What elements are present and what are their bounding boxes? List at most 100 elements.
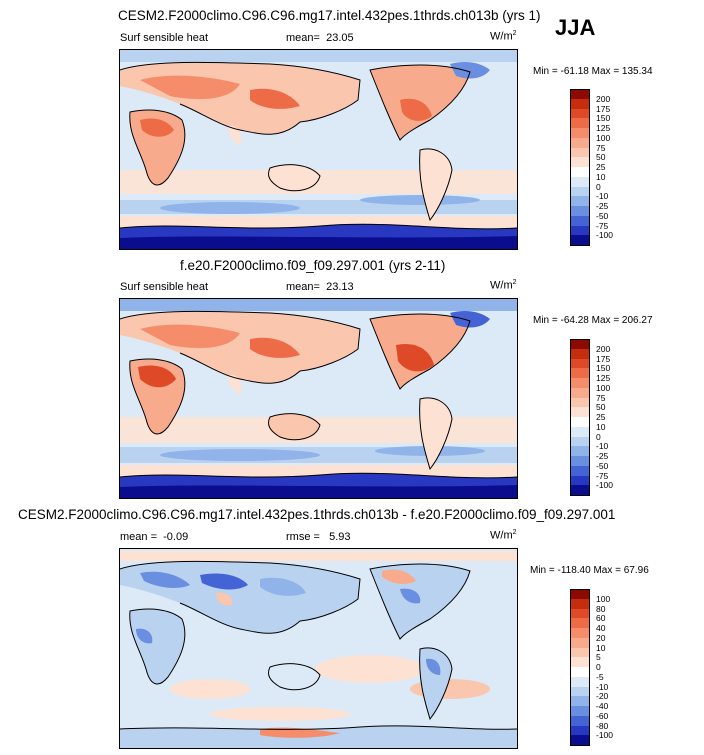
- colorbar-tick-label: 0: [596, 662, 601, 672]
- colorbar-tick-label: -75: [596, 220, 609, 231]
- colorbar-swatch: [570, 706, 590, 717]
- colorbar-tick-label: 10: [596, 421, 606, 432]
- colorbar-tick-label: -50: [596, 210, 609, 221]
- colorbar-tick-label: 25: [596, 162, 606, 172]
- season-label: JJA: [555, 15, 596, 40]
- colorbar-swatch: [570, 98, 590, 109]
- colorbar-swatch: [570, 417, 590, 428]
- colorbar-swatch: [570, 167, 590, 178]
- panel2-minmax: Min = -64.28 Max = 206.27: [533, 315, 653, 326]
- panel3-colorbar: 100 80 60 40 20 10 5 0 -5 -10 -20 -40 -60 -80 -100: [570, 589, 630, 746]
- colorbar-swatch: [570, 456, 590, 467]
- colorbar-swatch: [570, 598, 590, 609]
- colorbar-tick-label: 125: [596, 123, 611, 133]
- colorbar-tick-label: 10: [596, 171, 606, 182]
- colorbar-swatch: [570, 137, 590, 148]
- colorbar-swatch: [570, 589, 590, 600]
- panel1-units: W/m2: [490, 30, 517, 43]
- colorbar-swatch: [570, 475, 590, 486]
- colorbar-tick-label: 150: [596, 363, 611, 374]
- colorbar-tick-label: 50: [596, 152, 606, 163]
- colorbar-swatch: [570, 215, 590, 226]
- panel2-mean: mean= 23.13: [286, 281, 354, 293]
- colorbar-swatch: [570, 715, 590, 726]
- colorbar-swatch: [570, 465, 590, 476]
- panel2-map: [119, 298, 518, 499]
- colorbar-tick-label: -50: [596, 460, 609, 471]
- colorbar-tick-label: 25: [596, 412, 606, 422]
- colorbar-tick-label: -10: [596, 681, 609, 692]
- colorbar-swatch: [570, 128, 590, 139]
- colorbar-swatch: [570, 235, 590, 246]
- colorbar-tick-label: 100: [596, 382, 611, 393]
- colorbar-tick-label: 200: [596, 343, 611, 354]
- colorbar-swatch: [570, 186, 590, 197]
- panel1-colorbar: 200 175 150 125 100 75 50 25 10 0 -10 -25 -50 -75 -100: [570, 89, 630, 246]
- colorbar-swatch: [570, 108, 590, 119]
- colorbar-swatch: [570, 637, 590, 648]
- colorbar-swatch: [570, 176, 590, 187]
- panel3-map: [119, 548, 518, 749]
- colorbar-tick-label: 80: [596, 603, 606, 614]
- colorbar-tick-label: -40: [596, 701, 609, 711]
- colorbar-swatch: [570, 157, 590, 168]
- colorbar-tick-label: -10: [596, 191, 609, 202]
- colorbar-swatch: [570, 676, 590, 687]
- panel2-map-svg: [120, 299, 517, 498]
- colorbar-tick-label: -80: [596, 720, 609, 731]
- colorbar-swatch: [570, 206, 590, 217]
- colorbar-swatch: [570, 725, 590, 736]
- colorbar-swatch: [570, 89, 590, 100]
- colorbar-tick-label: 150: [596, 113, 611, 124]
- colorbar-tick-label: 200: [596, 93, 611, 104]
- colorbar-tick-label: -60: [596, 710, 609, 721]
- colorbar-swatch: [570, 387, 590, 398]
- colorbar-swatch: [570, 196, 590, 207]
- panel1-title: CESM2.F2000climo.C96.C96.mg17.intel.432p…: [118, 8, 541, 23]
- colorbar-swatch: [570, 667, 590, 678]
- colorbar-tick-label: -100: [596, 230, 614, 241]
- colorbar-swatch: [570, 485, 590, 496]
- panel1-field-label: Surf sensible heat: [120, 32, 209, 44]
- colorbar-tick-label: 175: [596, 353, 611, 364]
- colorbar-tick-label: 10: [596, 642, 606, 653]
- colorbar-tick-label: -5: [596, 671, 604, 682]
- colorbar-tick-label: -100: [596, 730, 614, 741]
- colorbar-swatch: [570, 608, 590, 619]
- panel2-field-label: Surf sensible heat: [120, 281, 209, 293]
- colorbar-tick-label: 50: [596, 402, 606, 413]
- colorbar-tick-label: -25: [596, 201, 609, 211]
- panel3-minmax: Min = -118.40 Max = 67.96: [530, 565, 649, 576]
- colorbar-swatch: [570, 657, 590, 668]
- colorbar-swatch: [570, 426, 590, 437]
- colorbar-tick-label: 0: [596, 181, 601, 192]
- panel2-title: f.e20.F2000climo.f09_f09.297.001 (yrs 2-…: [180, 258, 446, 273]
- colorbar-swatch: [570, 436, 590, 447]
- panel1-mean: mean= 23.05: [286, 32, 354, 44]
- colorbar-tick-label: -10: [596, 441, 609, 452]
- colorbar-swatch: [570, 735, 590, 746]
- colorbar-swatch: [570, 686, 590, 697]
- panel1-minmax: Min = -61.18 Max = 135.34: [533, 66, 653, 77]
- panel2-units: W/m2: [490, 279, 517, 292]
- colorbar-swatch: [570, 618, 590, 629]
- colorbar-tick-label: 100: [596, 132, 611, 143]
- colorbar-tick-label: 125: [596, 373, 611, 383]
- panel3-map-svg: [120, 549, 517, 748]
- colorbar-swatch: [570, 696, 590, 707]
- panel1-map: [119, 49, 518, 250]
- panel3-title: CESM2.F2000climo.C96.C96.mg17.intel.432p…: [18, 507, 616, 522]
- panel1-map-svg: [120, 50, 517, 249]
- colorbar-swatch: [570, 368, 590, 379]
- colorbar-swatch: [570, 147, 590, 158]
- colorbar-tick-label: 20: [596, 632, 606, 643]
- colorbar-swatch: [570, 348, 590, 359]
- colorbar-swatch: [570, 397, 590, 408]
- colorbar-tick-label: 75: [596, 392, 606, 403]
- colorbar-tick-label: 175: [596, 103, 611, 114]
- panel3-units: W/m2: [490, 529, 517, 542]
- colorbar-swatch: [570, 628, 590, 639]
- colorbar-tick-label: -75: [596, 470, 609, 481]
- colorbar-tick-label: -100: [596, 480, 614, 491]
- panel3-rmse: rmse = 5.93: [286, 531, 351, 543]
